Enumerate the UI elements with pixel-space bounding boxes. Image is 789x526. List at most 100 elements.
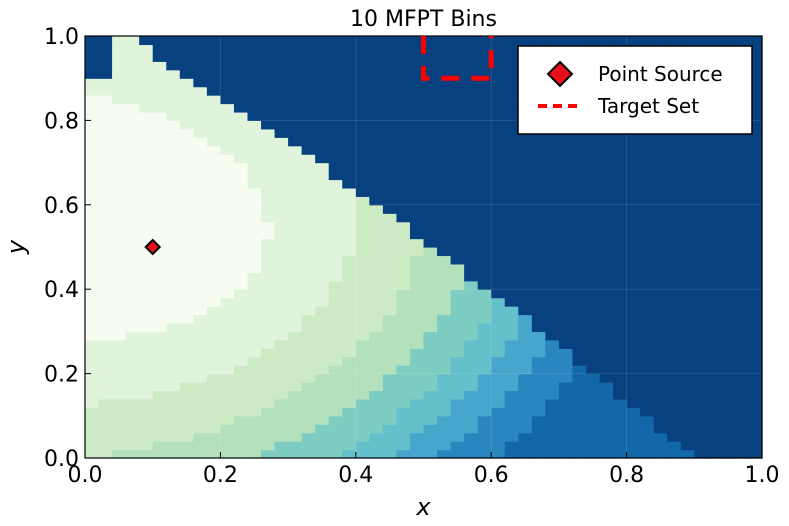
heatmap-cell — [193, 263, 208, 273]
heatmap-cell — [315, 289, 330, 299]
heatmap-cell — [680, 272, 695, 282]
heatmap-cell — [423, 314, 438, 324]
heatmap-cell — [220, 356, 235, 366]
heatmap-cell — [653, 314, 668, 324]
heatmap-cell — [125, 111, 140, 121]
heatmap-cell — [721, 415, 736, 425]
heatmap-cell — [707, 356, 722, 366]
heatmap-cell — [667, 255, 682, 265]
heatmap-cell — [233, 154, 249, 164]
heatmap-cell — [423, 449, 438, 459]
heatmap-cell — [369, 365, 384, 375]
heatmap-cell — [274, 297, 289, 307]
heatmap-cell — [220, 44, 235, 54]
heatmap-cell — [477, 162, 492, 172]
heatmap-cell — [112, 238, 127, 248]
heatmap-cell — [721, 348, 736, 358]
heatmap-cell — [734, 137, 750, 147]
heatmap-cell — [152, 272, 167, 282]
heatmap-cell — [233, 280, 249, 290]
heatmap-cell — [409, 95, 425, 105]
heatmap-cell — [342, 86, 357, 96]
heatmap-cell — [166, 154, 181, 164]
heatmap-cell — [382, 255, 398, 265]
heatmap-cell — [247, 398, 262, 408]
heatmap-cell — [288, 407, 303, 417]
heatmap-cell — [152, 449, 167, 459]
heatmap-cell — [667, 306, 682, 316]
heatmap-cell — [247, 52, 262, 62]
heatmap-cell — [680, 263, 695, 273]
heatmap-cell — [261, 95, 276, 105]
heatmap-cell — [125, 424, 140, 434]
heatmap-cell — [220, 247, 235, 257]
heatmap-cell — [653, 339, 668, 349]
heatmap-cell — [112, 449, 127, 459]
heatmap-cell — [667, 272, 682, 282]
heatmap-cell — [193, 179, 208, 189]
heatmap-cell — [98, 331, 113, 341]
heatmap-cell — [139, 145, 154, 155]
heatmap-cell — [179, 61, 194, 71]
heatmap-cell — [680, 415, 695, 425]
heatmap-cell — [545, 179, 560, 189]
heatmap-cell — [409, 280, 425, 290]
heatmap-cell — [450, 382, 465, 392]
heatmap-cell — [437, 289, 452, 299]
heatmap-cell — [409, 78, 425, 88]
heatmap-cell — [166, 415, 181, 425]
heatmap-cell — [667, 365, 682, 375]
heatmap-cell — [247, 306, 262, 316]
heatmap-cell — [369, 331, 384, 341]
heatmap-cell — [315, 424, 330, 434]
heatmap-cell — [301, 280, 316, 290]
heatmap-cell — [653, 280, 668, 290]
heatmap-cell — [558, 221, 574, 231]
heatmap-cell — [396, 449, 411, 459]
heatmap-cell — [382, 449, 398, 459]
heatmap-cell — [288, 69, 303, 79]
heatmap-cell — [315, 247, 330, 257]
heatmap-cell — [477, 213, 492, 223]
heatmap-cell — [721, 314, 736, 324]
heatmap-cell — [694, 415, 709, 425]
heatmap-cell — [707, 263, 722, 273]
heatmap-cell — [572, 339, 587, 349]
heatmap-cell — [288, 297, 303, 307]
heatmap-cell — [585, 297, 601, 307]
heatmap-cell — [653, 373, 668, 383]
heatmap-cell — [572, 289, 587, 299]
heatmap-cell — [558, 339, 574, 349]
heatmap-cell — [206, 162, 221, 172]
heatmap-cell — [558, 356, 574, 366]
heatmap-cell — [450, 230, 465, 240]
heatmap-cell — [545, 407, 560, 417]
heatmap-cell — [545, 365, 560, 375]
heatmap-cell — [206, 373, 221, 383]
heatmap-cell — [613, 196, 628, 206]
heatmap-cell — [125, 162, 140, 172]
heatmap-cell — [179, 382, 194, 392]
heatmap-cell — [599, 306, 614, 316]
heatmap-cell — [382, 398, 398, 408]
heatmap-cell — [301, 213, 316, 223]
heatmap-cell — [355, 390, 370, 400]
heatmap-cell — [382, 196, 398, 206]
heatmap-cell — [301, 78, 316, 88]
heatmap-cell — [396, 196, 411, 206]
heatmap-cell — [396, 221, 411, 231]
heatmap-cell — [409, 365, 425, 375]
heatmap-cell — [247, 187, 262, 197]
heatmap-cell — [179, 322, 194, 332]
heatmap-cell — [707, 322, 722, 332]
heatmap-cell — [680, 171, 695, 181]
heatmap-cell — [261, 230, 276, 240]
heatmap-cell — [437, 263, 452, 273]
heatmap-cell — [315, 52, 330, 62]
heatmap-cell — [274, 263, 289, 273]
heatmap-cell — [558, 196, 574, 206]
heatmap-cell — [152, 44, 167, 54]
heatmap-cell — [355, 213, 370, 223]
heatmap-cell — [423, 238, 438, 248]
heatmap-cell — [152, 111, 167, 121]
